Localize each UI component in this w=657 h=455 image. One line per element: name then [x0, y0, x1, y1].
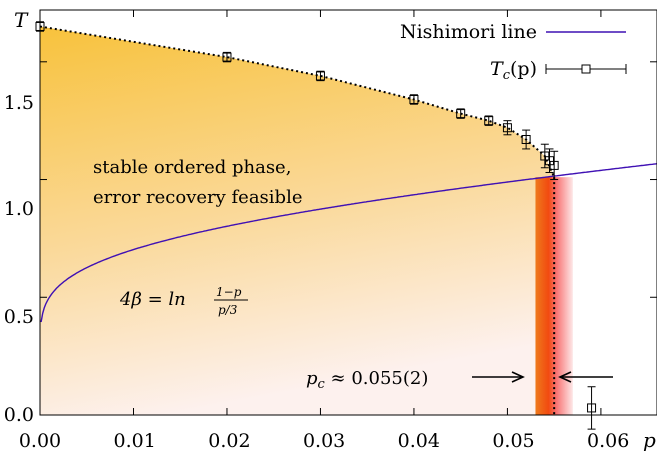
x-axis-title: p [643, 428, 656, 452]
critical-point-band [535, 177, 573, 415]
axis-ticks [39, 10, 657, 416]
pc-arrow-right [558, 371, 613, 383]
region-annotation-line1: stable ordered phase, [93, 157, 291, 178]
x-tick-label: 0.02 [208, 430, 250, 452]
y-tick-label: 0.5 [4, 306, 34, 328]
legend-nishimori-label: Nishimori line [400, 21, 537, 43]
tc-data-point [521, 129, 531, 150]
tc-points [35, 21, 597, 430]
legend-tc-swatch [545, 64, 627, 74]
x-tick-labels: 0.00 0.01 0.02 0.03 0.04 0.05 0.06 [19, 430, 630, 452]
equation-denominator: p/3 [218, 303, 238, 317]
x-tick-label: 0.01 [114, 430, 156, 452]
region-annotation-line2: error recovery feasible [93, 187, 303, 208]
plot-area [35, 21, 657, 430]
y-tick-label: 1.5 [4, 92, 34, 114]
tc-data-point [222, 51, 232, 63]
tc-data-point [409, 94, 419, 105]
y-tick-labels: 0.0 0.5 1.0 1.5 [4, 92, 34, 426]
equation-lhs: 4β = ln [119, 289, 186, 310]
equation-numerator: 1−p [216, 285, 242, 299]
plot-frame [39, 9, 657, 416]
tc-data-point [587, 386, 597, 430]
x-tick-label: 0.00 [19, 430, 61, 452]
pc-annotation: pc ≈ 0.055(2) [306, 368, 613, 392]
nishimori-equation: 4β = ln 1−p p/3 [119, 285, 248, 317]
y-axis-title: T [14, 8, 29, 32]
x-tick-label: 0.06 [587, 430, 629, 452]
y-tick-label: 1.0 [4, 198, 34, 220]
x-tick-label: 0.05 [492, 430, 534, 452]
x-tick-label: 0.03 [303, 430, 345, 452]
x-tick-label: 0.04 [398, 430, 440, 452]
pc-arrow-left [472, 371, 525, 383]
tc-data-point [456, 108, 466, 119]
tc-data-point [484, 115, 494, 126]
tc-data-point [549, 150, 559, 181]
tc-data-point [540, 143, 550, 169]
tc-data-point [544, 148, 554, 173]
ordered-phase-region [40, 26, 555, 415]
legend: Nishimori line Tc(p) [400, 21, 627, 83]
tc-data-point [502, 120, 512, 136]
region-annotation: stable ordered phase, error recovery fea… [93, 157, 303, 208]
tc-data-point [315, 70, 325, 82]
legend-tc-label: Tc(p) [490, 58, 537, 83]
y-tick-label: 0.0 [4, 404, 34, 426]
pc-label: pc ≈ 0.055(2) [306, 368, 428, 392]
